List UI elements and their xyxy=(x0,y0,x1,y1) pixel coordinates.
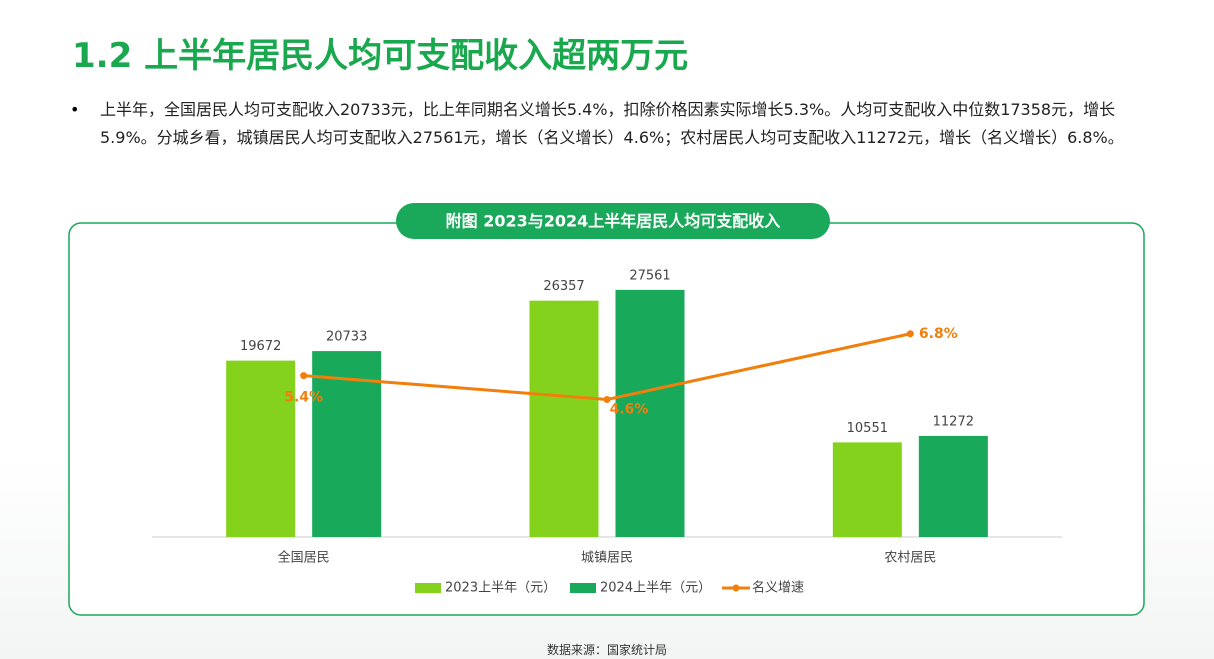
legend-label: 名义增速 xyxy=(752,580,804,596)
source: 数据来源：国家统计局 xyxy=(546,643,667,657)
x-tick-label: 城镇居民 xyxy=(581,551,633,566)
line-marker xyxy=(300,372,308,380)
bar-value-label: 20733 xyxy=(326,330,367,345)
x-tick-label: 全国居民 xyxy=(278,550,330,566)
line-value-label: 4.6% xyxy=(610,402,649,418)
bullet-dot: • xyxy=(70,100,80,119)
bar xyxy=(832,442,902,537)
slide-title: 1.2 上半年居民人均可支配收入超两万元 xyxy=(72,36,689,76)
legend-label: 2023上半年（元） xyxy=(445,581,556,596)
chart-title: 附图 2023与2024上半年居民人均可支配收入 xyxy=(446,212,781,231)
legend-label: 2024上半年（元） xyxy=(600,581,711,596)
bar-value-label: 11272 xyxy=(933,414,974,429)
bar-value-label: 19672 xyxy=(240,339,281,354)
line-marker xyxy=(906,330,914,338)
legend-swatch xyxy=(570,583,596,593)
bar-value-label: 27561 xyxy=(629,268,670,283)
legend-swatch xyxy=(732,584,740,592)
bullet-text: 上半年，全国居民人均可支配收入20733元，比上年同期名义增长5.4%，扣除价格… xyxy=(100,100,1124,147)
line-value-label: 5.4% xyxy=(284,390,323,406)
bar-value-label: 26357 xyxy=(543,279,584,294)
bar xyxy=(615,289,685,537)
x-tick-label: 农村居民 xyxy=(884,551,936,566)
bar xyxy=(529,300,599,537)
bar-value-label: 10551 xyxy=(847,421,888,436)
line-marker xyxy=(603,396,611,404)
line-value-label: 6.8% xyxy=(919,326,958,342)
bar xyxy=(226,360,296,537)
bar xyxy=(918,435,988,537)
chart-title-badge xyxy=(396,203,830,239)
legend-swatch xyxy=(415,583,441,593)
